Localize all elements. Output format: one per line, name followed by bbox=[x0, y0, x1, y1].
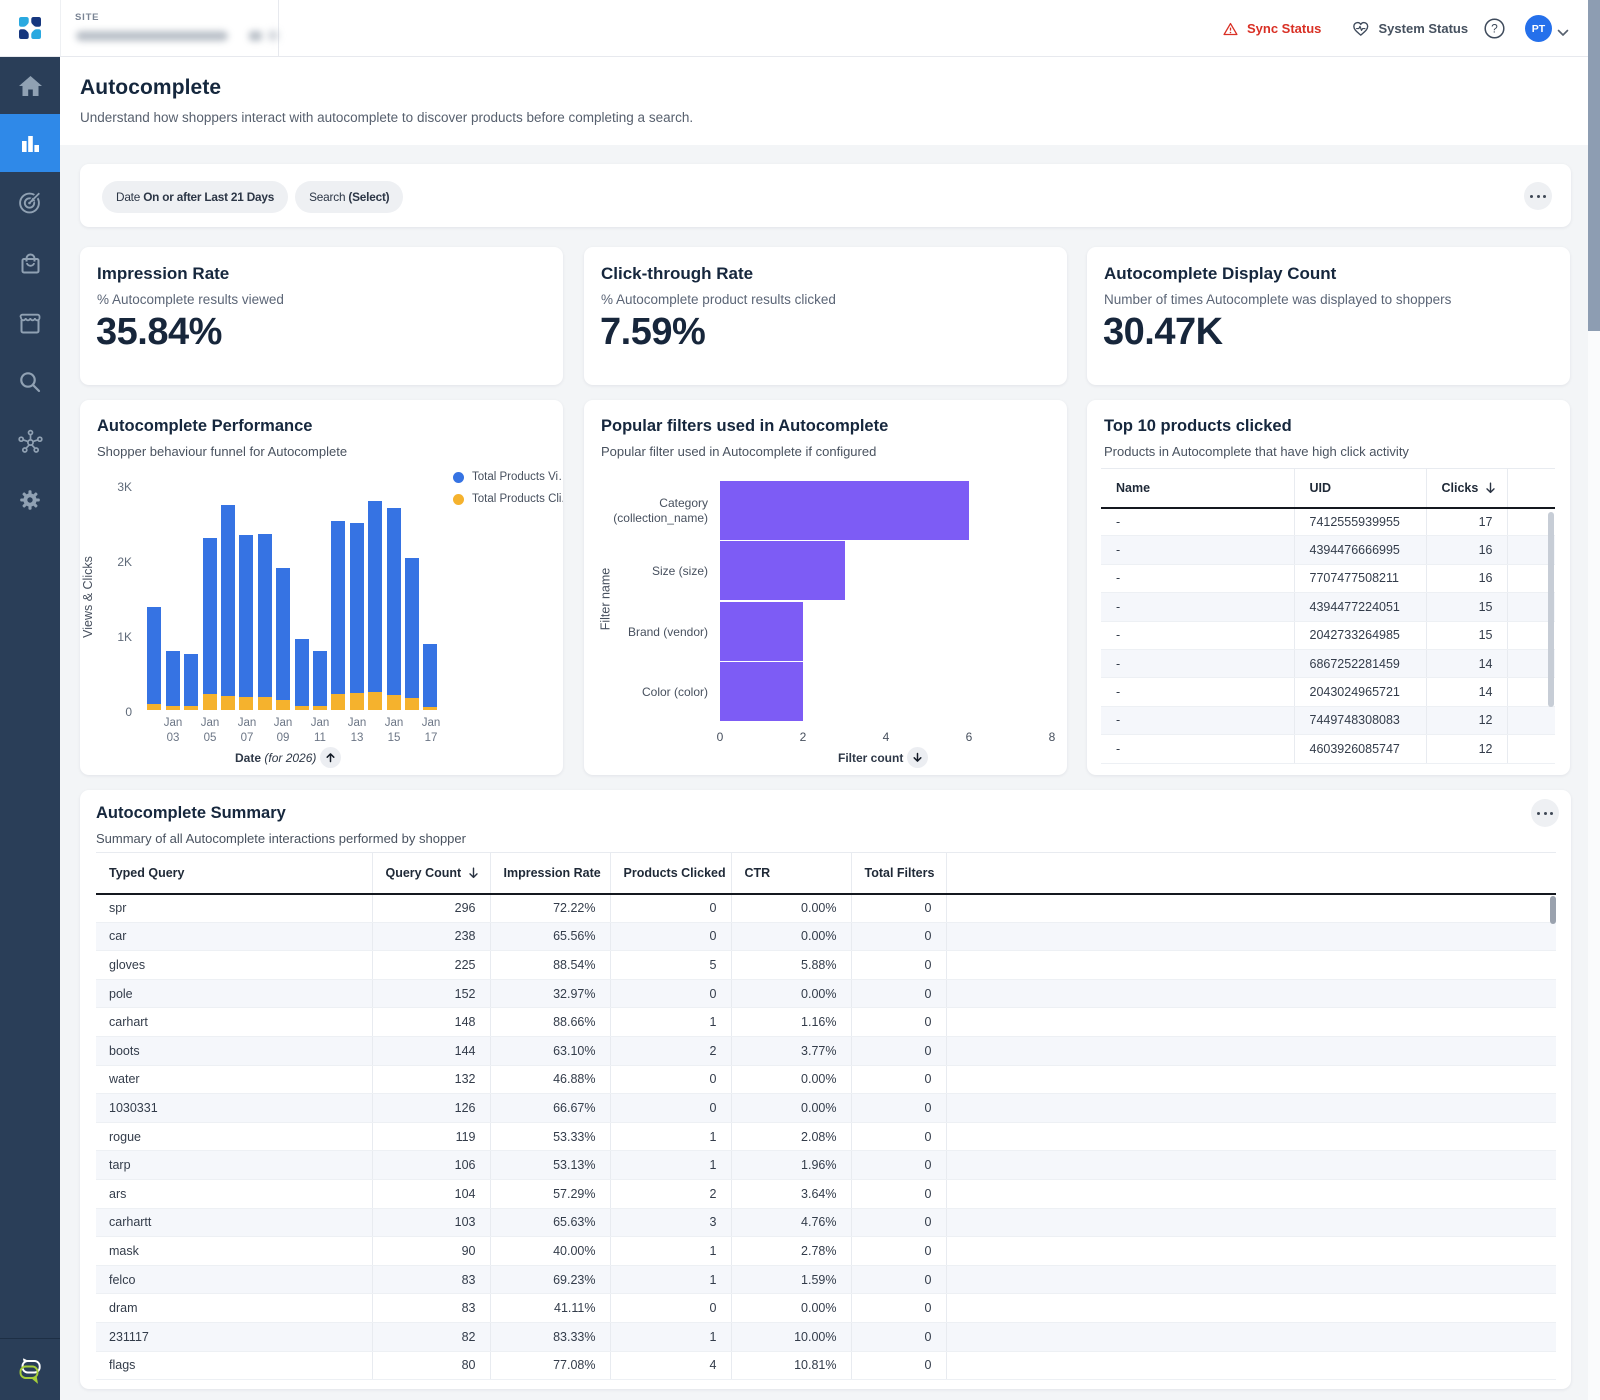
svg-text:?: ? bbox=[1491, 22, 1498, 36]
